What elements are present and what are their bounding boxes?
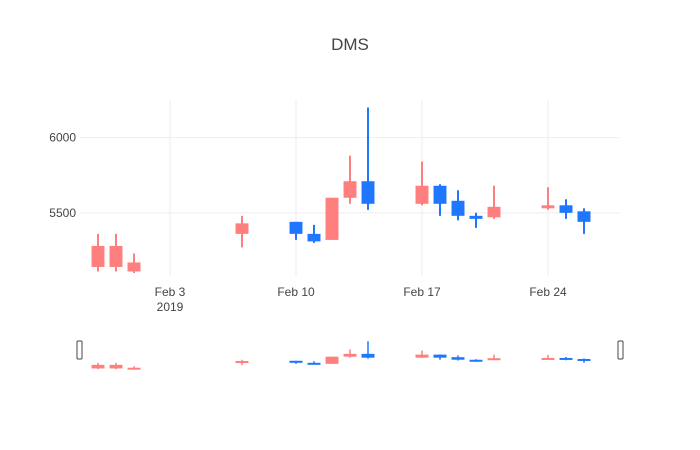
slider-candle-body — [469, 359, 483, 362]
x-tick-label: Feb 17 — [403, 285, 441, 299]
y-tick-label: 5500 — [49, 206, 76, 220]
candle-body — [451, 200, 465, 216]
x-year-label: 2019 — [157, 300, 184, 314]
slider-candle-body — [361, 353, 375, 358]
candle-body — [289, 221, 303, 234]
candle-body — [109, 245, 123, 267]
slider-candle-body — [577, 358, 591, 361]
slider-candle-body — [325, 356, 339, 364]
slider-candle-body — [343, 353, 357, 357]
range-slider-left-handle[interactable] — [76, 340, 83, 360]
x-tick-label: Feb 24 — [529, 285, 567, 299]
slider-candle-body — [127, 367, 141, 370]
slider-candle-body — [559, 357, 573, 360]
candle-body — [487, 206, 501, 218]
x-axis-ticks: Feb 3 Feb 10 Feb 17 Feb 24 2019 — [155, 285, 567, 314]
y-tick-label: 6000 — [49, 131, 76, 145]
slider-candle-body — [307, 362, 321, 365]
slider-candle-body — [451, 357, 465, 360]
range-slider-handles[interactable] — [76, 340, 624, 360]
plot-area: 5500 6000 Feb 3 Feb 10 Feb 17 Feb 24 2019 — [49, 100, 620, 314]
slider-candle-body — [541, 357, 555, 360]
candle-body — [91, 245, 105, 267]
x-tick-label: Feb 3 — [155, 285, 186, 299]
slider-candle-body — [289, 360, 303, 363]
range-slider-candles — [91, 341, 591, 370]
candle-body — [541, 205, 555, 209]
candle-body — [577, 211, 591, 222]
candle-body — [469, 215, 483, 219]
candle-body — [343, 181, 357, 198]
candlesticks — [91, 107, 591, 273]
slider-candle-body — [91, 364, 105, 369]
candle-body — [307, 233, 321, 242]
range-slider-right-handle[interactable] — [617, 340, 624, 360]
candle-body — [127, 262, 141, 272]
chart-title: DMS — [331, 35, 369, 54]
candle-body — [415, 185, 429, 204]
slider-candle-body — [235, 361, 249, 364]
slider-candle-body — [109, 364, 123, 369]
candle-body — [325, 197, 339, 240]
x-tick-label: Feb 10 — [277, 285, 315, 299]
candle-body — [559, 205, 573, 213]
slider-candle-body — [487, 358, 501, 361]
slider-candle-body — [433, 354, 447, 358]
candle-body — [433, 185, 447, 204]
candle-body — [235, 223, 249, 234]
candle-body — [361, 181, 375, 204]
slider-candle-body — [415, 354, 429, 358]
range-slider[interactable] — [76, 340, 624, 370]
y-axis-ticks: 5500 6000 — [49, 131, 76, 220]
